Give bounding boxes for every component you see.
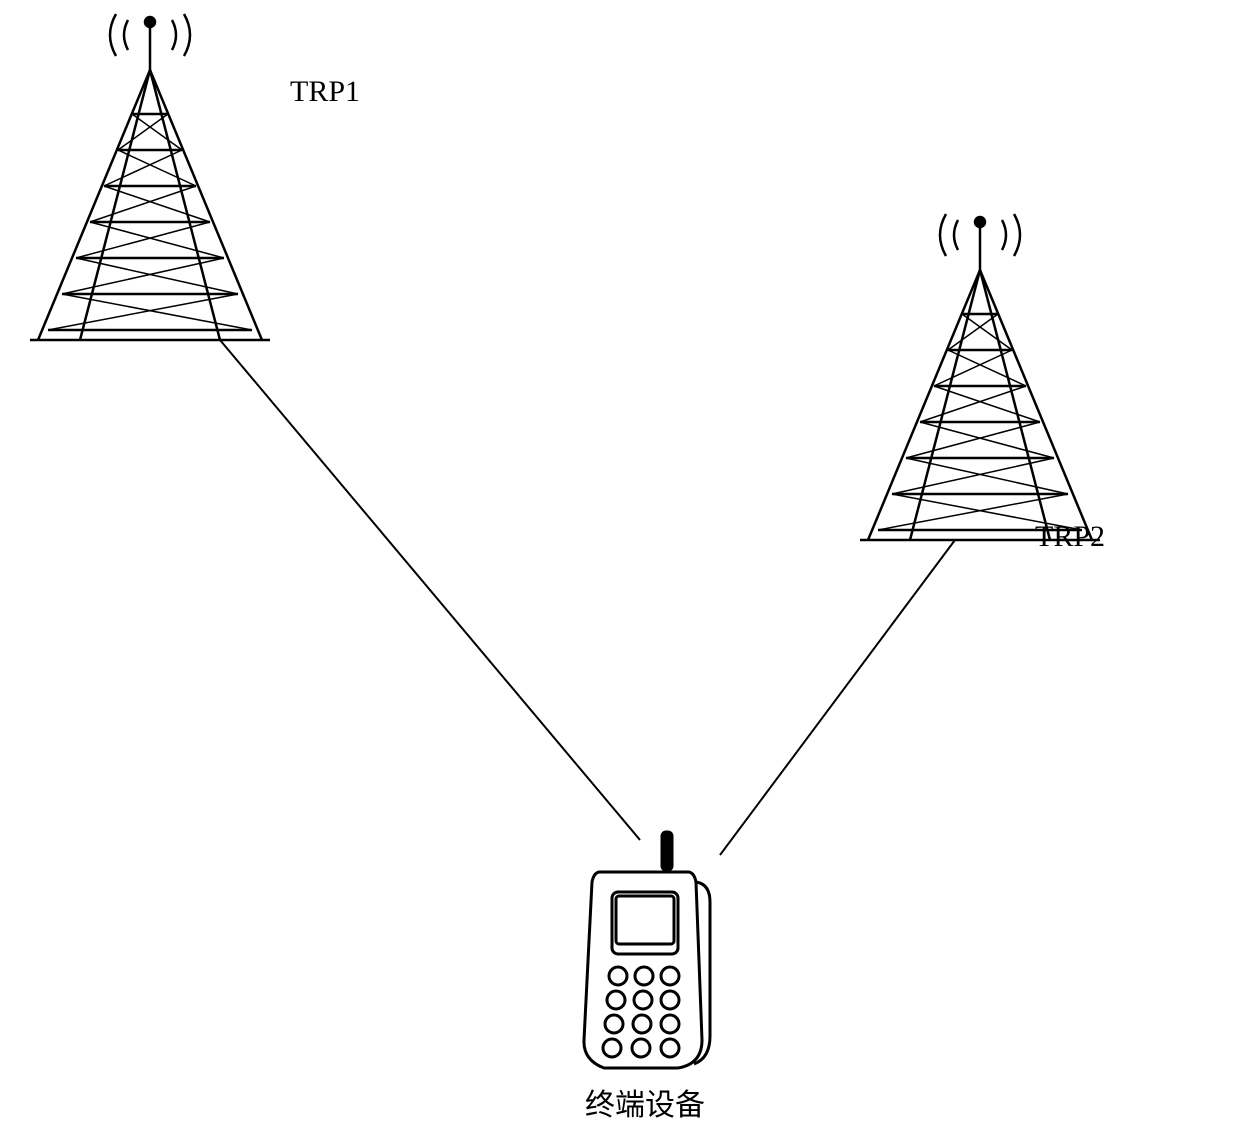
label-terminal: 终端设备 bbox=[585, 1080, 705, 1124]
tower-trp2 bbox=[850, 210, 1110, 545]
terminal-device-icon bbox=[570, 830, 725, 1080]
label-trp2: TRP2 bbox=[1035, 520, 1105, 554]
label-trp1: TRP1 bbox=[290, 75, 360, 109]
tower-trp1 bbox=[20, 10, 280, 345]
diagram-container: TRP1 TRP2 终端设备 bbox=[0, 0, 1240, 1147]
